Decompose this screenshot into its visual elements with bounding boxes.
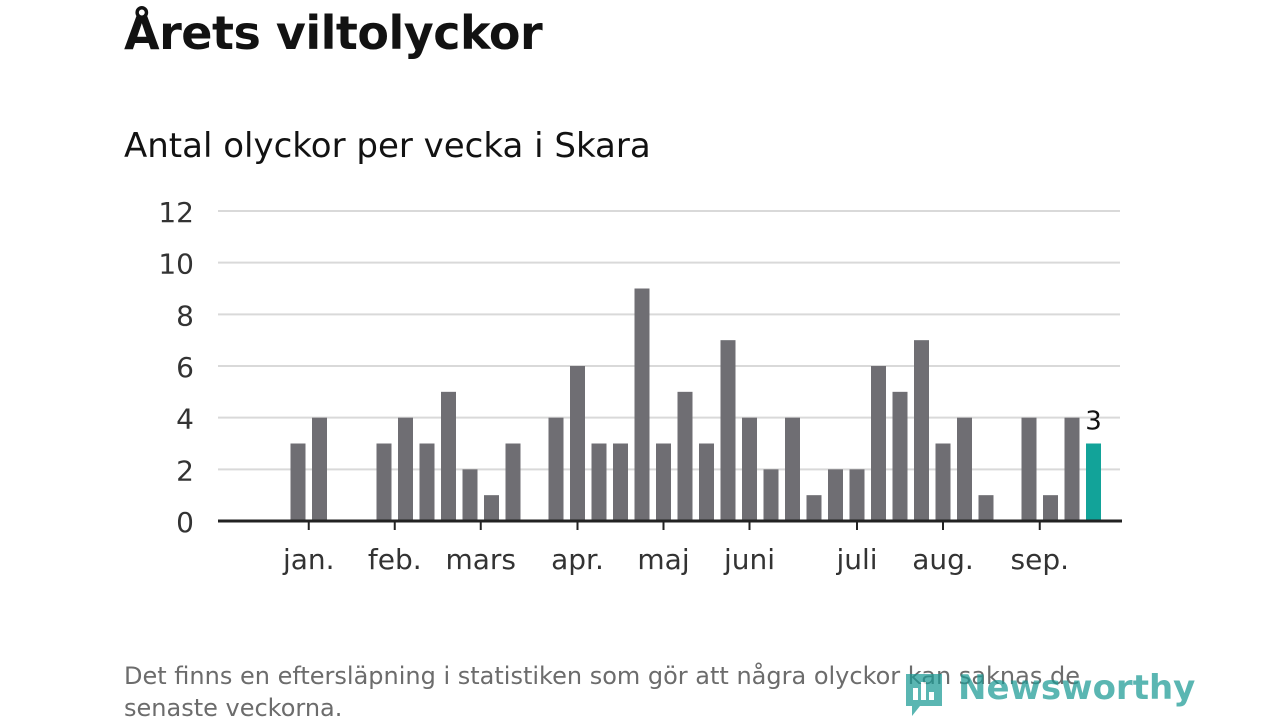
bars (218, 288, 1122, 523)
x-tick-label: maj (637, 543, 689, 576)
bar (419, 443, 435, 521)
bar (656, 443, 671, 521)
x-tick-label: juni (723, 543, 775, 576)
bar (1021, 417, 1037, 521)
bar (505, 443, 521, 521)
y-tick-label: 12 (158, 196, 194, 229)
bar (806, 495, 822, 521)
bar (849, 469, 865, 521)
bar (312, 417, 327, 521)
x-tick-label: aug. (912, 543, 974, 576)
chart-subtitle: Antal olyckor per vecka i Skara (124, 126, 651, 166)
bar (957, 417, 972, 521)
bar (1043, 495, 1058, 521)
y-tick-label: 0 (176, 506, 194, 539)
y-tick-label: 8 (176, 299, 194, 332)
data-labels: 3 (1085, 407, 1102, 437)
bar (785, 417, 800, 521)
x-axis-ticks: jan. feb. mars apr. maj juni juli aug. sep. (282, 521, 1069, 576)
bar (677, 391, 693, 521)
x-tick-label: mars (445, 543, 516, 576)
logo-text: Newsworthy (958, 668, 1196, 708)
x-tick-label: feb. (368, 543, 422, 576)
bar (1064, 417, 1080, 521)
bar (484, 495, 499, 521)
y-axis-ticks: 0 2 4 6 8 10 12 (158, 196, 194, 539)
bar (290, 443, 306, 521)
bar (570, 366, 585, 521)
bar (699, 443, 714, 521)
highlight-bar (1086, 443, 1101, 521)
bar (613, 443, 628, 521)
bar (978, 495, 994, 521)
x-tick-label: juli (835, 543, 877, 576)
bar (591, 443, 607, 521)
bar (935, 443, 951, 521)
x-tick-label: sep. (1011, 543, 1070, 576)
newsworthy-logo-icon (906, 674, 942, 716)
bar (398, 417, 413, 521)
bar (376, 443, 392, 521)
bar (720, 340, 736, 521)
bar (548, 417, 564, 521)
y-tick-label: 2 (176, 454, 194, 487)
bar (763, 469, 779, 521)
bar (441, 391, 456, 521)
newsworthy-logo: Newsworthy (900, 666, 1195, 720)
x-tick-label: jan. (282, 543, 335, 576)
x-tick-label: apr. (551, 543, 604, 576)
bar (828, 469, 843, 521)
bar (892, 391, 908, 521)
bar (871, 366, 886, 521)
data-label: 3 (1085, 407, 1102, 437)
bar (914, 340, 929, 521)
bar (462, 469, 478, 521)
grid-lines (218, 210, 1120, 471)
bar-chart: 0 2 4 6 8 10 12 3 jan. feb. mars apr. maj juni juli a… (158, 196, 1122, 576)
chart-title: Årets viltolyckor (124, 6, 543, 60)
y-tick-label: 4 (176, 403, 194, 436)
y-tick-label: 6 (176, 351, 194, 384)
bar (634, 288, 650, 521)
bar (742, 417, 757, 521)
y-tick-label: 10 (158, 248, 194, 281)
